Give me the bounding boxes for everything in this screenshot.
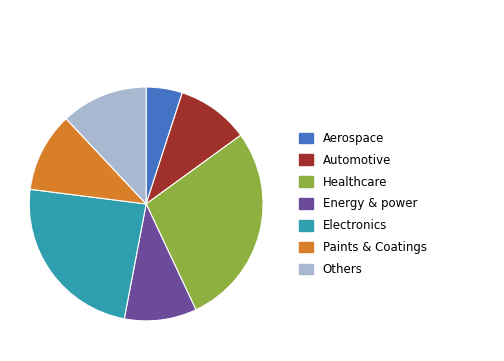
Wedge shape [146,87,182,204]
Wedge shape [66,87,146,204]
Wedge shape [146,135,263,310]
Wedge shape [146,93,241,204]
Wedge shape [29,189,146,319]
Text: Global Nanomaterials Share, By Type, 2020 (%): Global Nanomaterials Share, By Type, 202… [56,16,448,31]
Wedge shape [124,204,196,321]
Legend: Aerospace, Automotive, Healthcare, Energy & power, Electronics, Paints & Coating: Aerospace, Automotive, Healthcare, Energ… [294,127,431,281]
Wedge shape [30,119,146,204]
